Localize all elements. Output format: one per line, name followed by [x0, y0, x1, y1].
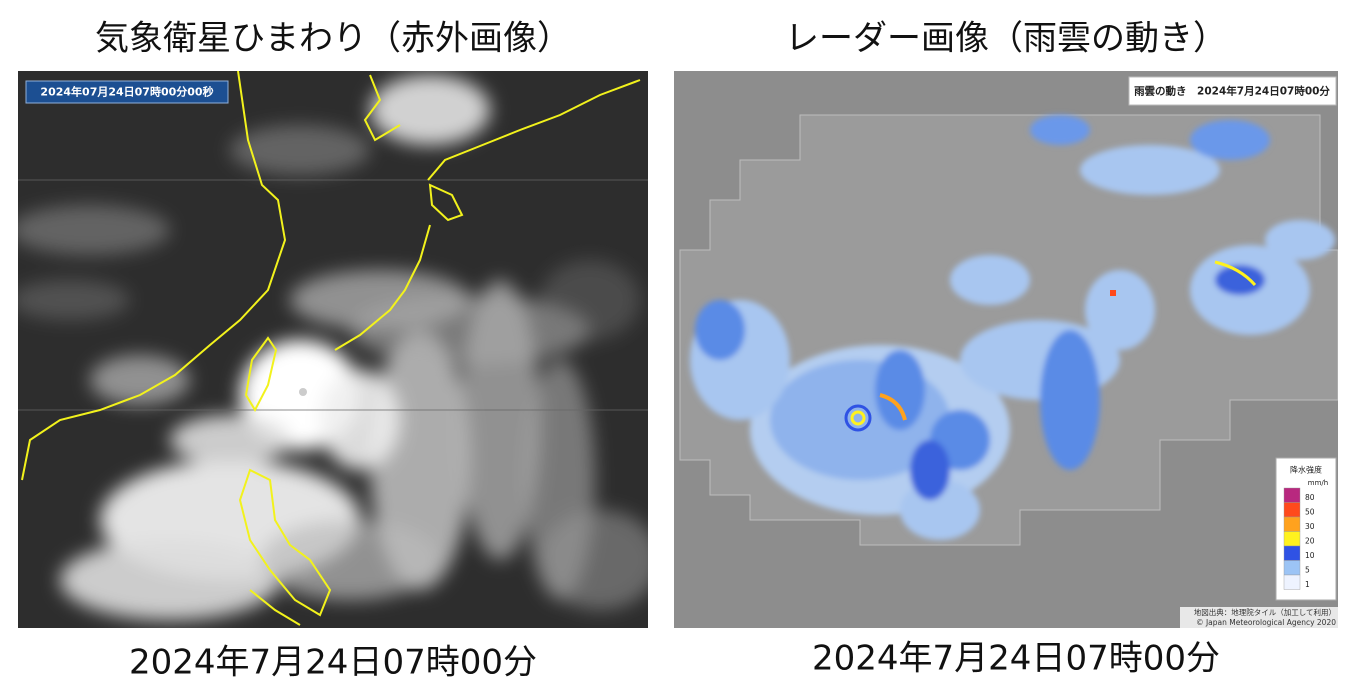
cloud [18, 205, 170, 255]
timestamp-overlay: 2024年07月24日07時00分00秒 [40, 85, 213, 99]
timestamp-box [25, 80, 229, 104]
typhoon-eye [299, 388, 307, 396]
intense-band [879, 393, 907, 421]
clouds [18, 75, 648, 620]
legend: 降水強度 mm/h 80 50 30 20 10 5 1 [1275, 457, 1337, 601]
right-title: レーダー画像（雨雲の動き） [785, 19, 1227, 59]
cloud [320, 370, 400, 470]
left-caption: 2024年7月24日07時00分 [129, 643, 537, 683]
legend-label: 10 [1305, 551, 1315, 560]
radar-image [674, 71, 1338, 628]
rain-area [1030, 115, 1090, 145]
cloud [18, 280, 130, 320]
rain-area [950, 255, 1030, 305]
intense-band [1214, 260, 1257, 287]
legend-swatch [1283, 502, 1301, 518]
eyewall [844, 404, 872, 432]
coastline [238, 468, 332, 617]
rain-area [1085, 270, 1155, 350]
rain-area [1080, 145, 1220, 195]
legend-swatch [1283, 560, 1301, 576]
left-title: 気象衛星ひまわり（赤外画像） [95, 19, 571, 59]
eyewall [850, 410, 866, 426]
coastline [428, 183, 464, 222]
legend-unit: mm/h [1308, 479, 1328, 487]
coastline [427, 79, 641, 181]
rain-area [695, 300, 745, 360]
cloud [230, 125, 370, 175]
cloud [370, 330, 470, 590]
rain-area [1040, 330, 1100, 470]
credit-box [1180, 607, 1338, 628]
coastline [21, 71, 287, 481]
credit-line: 地図出典：地理院タイル（加工して利用） [1194, 607, 1336, 617]
legend-label: 1 [1305, 580, 1310, 589]
legend-swatch [1283, 516, 1301, 532]
legend-swatch [1283, 531, 1301, 547]
rain [690, 115, 1335, 540]
intense-cell [1110, 290, 1116, 296]
rain-area [1215, 265, 1265, 295]
legend-swatch [1283, 545, 1301, 561]
rain-area [875, 350, 925, 430]
coastline [244, 336, 278, 413]
legend-label: 30 [1305, 522, 1315, 531]
legend-label: 50 [1305, 508, 1315, 517]
legend-swatch [1283, 574, 1301, 590]
cloud [350, 295, 590, 365]
right-caption: 2024年7月24日07時00分 [812, 639, 1220, 679]
coastline [363, 74, 401, 142]
cloud [170, 415, 290, 465]
legend-label: 80 [1305, 493, 1315, 502]
rain-area [1265, 220, 1335, 260]
coastline [334, 224, 431, 351]
cloud [260, 520, 440, 600]
satellite-image [18, 71, 648, 628]
cloud [370, 75, 490, 145]
header-overlay: 雨雲の動き 2024年7月24日07時00分 [1134, 85, 1330, 98]
header-box [1128, 76, 1337, 106]
legend-swatch [1283, 487, 1301, 503]
cloud [540, 260, 640, 340]
legend-label: 5 [1305, 566, 1310, 575]
rain-area [1190, 120, 1270, 160]
coastline [249, 589, 301, 626]
cloud [60, 540, 280, 620]
cloud [540, 510, 648, 610]
rain-area [910, 440, 950, 500]
cloud [90, 355, 190, 405]
credit-line: © Japan Meteorological Agency 2020 [1196, 618, 1336, 627]
legend-label: 20 [1305, 537, 1315, 546]
legend-title: 降水強度 [1290, 465, 1322, 475]
